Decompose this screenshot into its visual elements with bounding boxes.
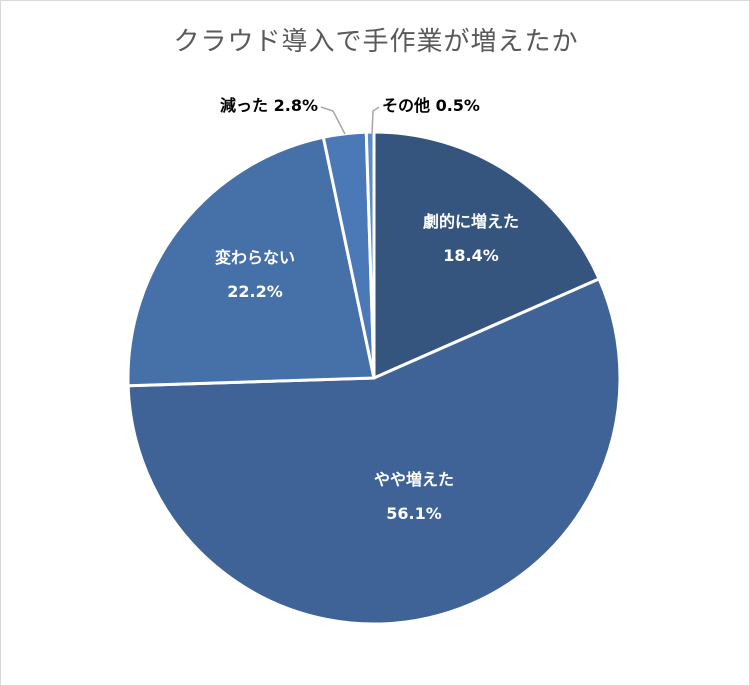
pie-slice-2 xyxy=(126,135,376,388)
slice-label-3: 減った 2.8% xyxy=(220,96,318,115)
slice-label-4: その他 0.5% xyxy=(382,96,480,115)
slice-label-0: 劇的に増えた xyxy=(423,212,519,231)
slice-label-1: やや増えた xyxy=(374,470,454,489)
pie-slice-1 xyxy=(126,277,622,626)
slice-value-0: 18.4% xyxy=(443,246,499,265)
leader-line-4 xyxy=(371,106,380,135)
leader-line-3 xyxy=(320,106,346,135)
chart-title: クラウド導入で手作業が増えたか xyxy=(173,27,579,57)
pie-slice-0 xyxy=(372,130,601,380)
pie-slice-4 xyxy=(364,130,376,380)
slice-label-2: 変わらない xyxy=(215,248,295,267)
slice-value-1: 56.1% xyxy=(386,504,442,523)
slice-value-2: 22.2% xyxy=(227,282,283,301)
